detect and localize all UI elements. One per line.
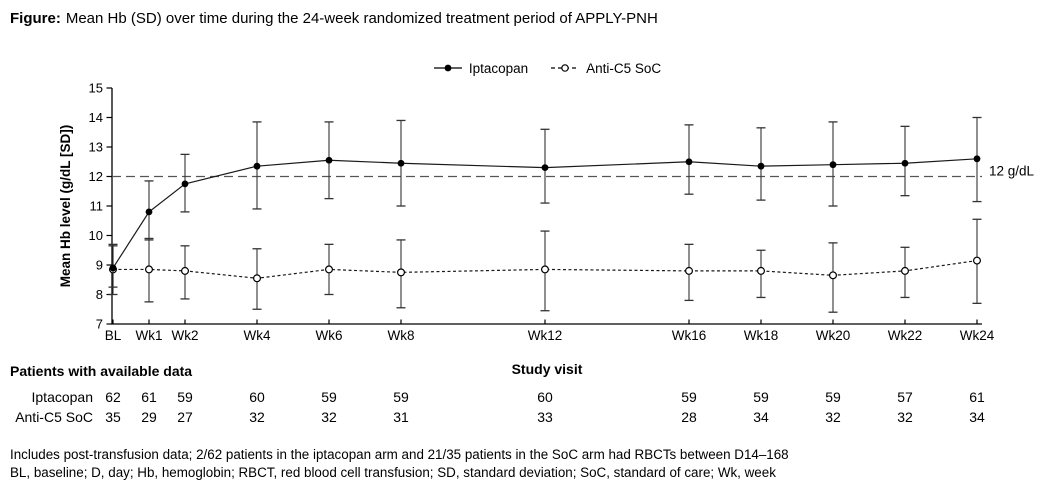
anti-c5-soc-data-point	[253, 274, 262, 283]
svg-text:BL: BL	[105, 328, 122, 343]
reference-line-12: 12 g/dL	[112, 164, 1035, 179]
y-axis-title: Mean Hb level (g/dL [SD])	[58, 125, 73, 288]
row-label-anti-c5-soc: Anti-C5 SoC	[15, 409, 93, 425]
svg-text:13: 13	[89, 140, 103, 155]
svg-text:Wk4: Wk4	[244, 328, 271, 343]
legend-item-iptacopan: Iptacopan	[433, 61, 528, 76]
x-axis-title: Study visit	[511, 361, 583, 377]
iptacopan-data-point	[973, 155, 981, 163]
iptacopan-data-point	[325, 156, 333, 164]
series-iptacopan	[108, 116, 982, 296]
x-axis-ticks: BL Wk1 Wk2 Wk4 Wk6 Wk8 Wk12 Wk16 Wk18 Wk20 Wk22 Wk2…	[105, 319, 995, 343]
anti-c5-soc-data-point	[900, 266, 909, 275]
footnote-line-2: BL, baseline; D, day; Hb, hemoglobin; RB…	[10, 464, 776, 480]
anti-c5-soc-data-point	[397, 268, 406, 277]
svg-text:Wk12: Wk12	[528, 328, 563, 343]
n-available-value: 60	[537, 389, 553, 405]
svg-text:Wk2: Wk2	[172, 328, 199, 343]
anti-c5-soc-data-point	[325, 265, 334, 274]
iptacopan-data-point	[829, 161, 837, 169]
n-available-value: 59	[825, 389, 841, 405]
n-available-value: 57	[897, 389, 913, 405]
svg-text:11: 11	[90, 199, 104, 214]
n-available-value: 34	[753, 409, 769, 425]
anti-c5-soc-data-point	[828, 271, 837, 280]
table-row-iptacopan: Iptacopan 62 61 59 60 59 59 60 59 59 59 57 61	[0, 389, 1043, 407]
n-available-value: 32	[249, 409, 265, 425]
open-circle-marker	[550, 61, 580, 76]
anti-c5-soc-data-point	[684, 266, 693, 275]
svg-text:Wk6: Wk6	[316, 328, 343, 343]
n-available-value: 35	[105, 409, 121, 425]
n-available-value: 32	[825, 409, 841, 425]
svg-text:15: 15	[89, 81, 103, 96]
legend-label-iptacopan: Iptacopan	[468, 60, 529, 76]
svg-text:12: 12	[89, 169, 103, 184]
filled-circle-marker	[433, 61, 463, 76]
row-label-iptacopan: Iptacopan	[31, 389, 94, 405]
available-data-table-header: Patients with available data	[10, 363, 193, 379]
iptacopan-data-point	[901, 159, 909, 167]
n-available-value: 61	[141, 389, 157, 405]
n-available-value: 59	[681, 389, 697, 405]
axes	[111, 88, 982, 325]
reference-line-label: 12 g/dL	[989, 164, 1035, 179]
svg-text:Wk16: Wk16	[672, 328, 707, 343]
svg-text:Wk24: Wk24	[960, 328, 995, 343]
iptacopan-data-point	[397, 159, 405, 167]
figure-label: Figure:	[10, 10, 61, 27]
svg-text:14: 14	[89, 110, 103, 125]
svg-text:10: 10	[89, 228, 103, 243]
n-available-value: 33	[537, 409, 553, 425]
n-available-value: 34	[969, 409, 985, 425]
table-row-anti-c5-soc: Anti-C5 SoC 35 29 27 32 32 31 33 28 34 32 32 34	[0, 409, 1043, 427]
series-anti-c5-soc	[108, 218, 982, 313]
anti-c5-soc-data-point	[756, 266, 765, 275]
svg-text:Wk20: Wk20	[816, 328, 851, 343]
iptacopan-data-point	[685, 158, 693, 166]
y-axis-ticks: 7 8 9 10 11 12 13 14 15	[89, 81, 112, 332]
n-available-value: 59	[393, 389, 409, 405]
anti-c5-soc-data-point	[540, 265, 549, 274]
iptacopan-data-point	[145, 208, 153, 216]
anti-c5-soc-data-point	[145, 265, 154, 274]
anti-c5-soc-data-point	[181, 266, 190, 275]
n-available-value: 60	[249, 389, 265, 405]
svg-text:9: 9	[96, 258, 103, 273]
n-available-value: 62	[105, 389, 121, 405]
iptacopan-data-point	[541, 164, 549, 172]
legend-item-anti-c5-soc: Anti-C5 SoC	[550, 61, 661, 76]
svg-text:Wk22: Wk22	[888, 328, 923, 343]
figure-title: Figure: Mean Hb (SD) over time during the…	[10, 10, 658, 27]
hb-line-chart: 7 8 9 10 11 12 13 14 15 BL Wk1 Wk2 Wk4 Wk6 Wk8 Wk12 Wk16…	[58, 81, 1035, 344]
n-available-value: 59	[177, 389, 193, 405]
n-available-value: 59	[753, 389, 769, 405]
n-available-value: 32	[321, 409, 337, 425]
iptacopan-data-point	[109, 264, 117, 272]
figure-caption: Mean Hb (SD) over time during the 24-wee…	[65, 10, 658, 27]
chart-legend: Iptacopan Anti-C5 SoC	[112, 59, 982, 77]
iptacopan-data-point	[181, 180, 189, 188]
footnote-line-1: Includes post-transfusion data; 2/62 pat…	[10, 447, 789, 462]
iptacopan-data-point	[253, 162, 261, 170]
n-available-value: 29	[141, 409, 157, 425]
n-available-value: 28	[681, 409, 697, 425]
svg-text:Wk8: Wk8	[388, 328, 415, 343]
legend-label-anti-c5-soc: Anti-C5 SoC	[586, 60, 662, 76]
footnotes: Includes post-transfusion data; 2/62 pat…	[10, 446, 789, 481]
n-available-value: 32	[897, 409, 913, 425]
svg-text:8: 8	[96, 287, 103, 302]
svg-text:7: 7	[96, 317, 103, 332]
anti-c5-soc-data-point	[972, 256, 981, 265]
iptacopan-data-point	[757, 162, 765, 170]
svg-text:Wk18: Wk18	[744, 328, 779, 343]
n-available-value: 59	[321, 389, 337, 405]
svg-text:Wk1: Wk1	[136, 328, 163, 343]
n-available-value: 31	[393, 409, 409, 425]
n-available-value: 61	[969, 389, 985, 405]
n-available-value: 27	[177, 409, 193, 425]
